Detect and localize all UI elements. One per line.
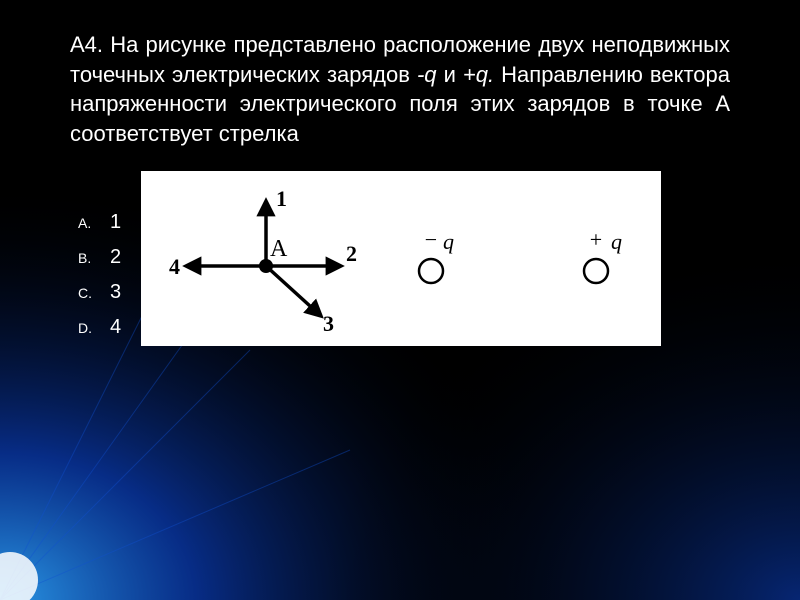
question-part: и (437, 62, 463, 87)
arrow-label-2: 2 (346, 241, 357, 266)
charge-sign-1: + (590, 227, 602, 252)
option-text: 4 (110, 316, 121, 339)
arrow-label-4: 4 (169, 254, 180, 279)
charge-letter-1: q (611, 229, 622, 254)
option-b: B. 2 (78, 246, 121, 269)
option-letter: C. (78, 285, 92, 301)
question-label: А4. (70, 32, 103, 57)
charge-letter-0: q (443, 229, 454, 254)
charge-1 (584, 259, 608, 283)
vector-diagram: 1234А−q+q (141, 171, 661, 346)
option-d: D. 4 (78, 316, 121, 339)
option-letter: A. (78, 215, 92, 231)
point-a-label: А (270, 236, 288, 262)
option-letter: D. (78, 320, 92, 336)
arrow-label-1: 1 (276, 186, 287, 211)
options-list: A. 1 B. 2 C. 3 D. 4 (70, 171, 121, 351)
arrow-label-3: 3 (323, 311, 334, 336)
option-a: A. 1 (78, 211, 121, 234)
option-text: 2 (110, 246, 121, 269)
question-var: +q. (463, 62, 494, 87)
option-text: 3 (110, 281, 121, 304)
option-c: C. 3 (78, 281, 121, 304)
question-text: А4. На рисунке представлено расположение… (70, 30, 730, 149)
option-text: 1 (110, 211, 121, 234)
charge-sign-0: − (425, 227, 437, 252)
charge-0 (419, 259, 443, 283)
arrow-3 (266, 266, 321, 316)
question-var: -q (417, 62, 437, 87)
option-letter: B. (78, 250, 92, 266)
